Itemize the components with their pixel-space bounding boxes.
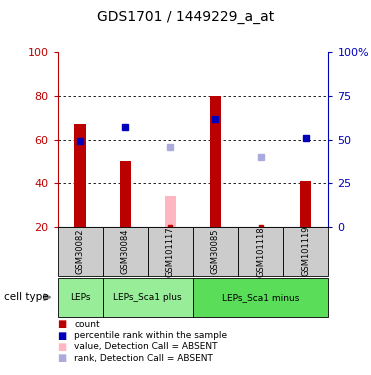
Text: GDS1701 / 1449229_a_at: GDS1701 / 1449229_a_at <box>97 10 274 24</box>
Text: cell type: cell type <box>4 292 48 302</box>
Text: GSM101118: GSM101118 <box>256 226 265 277</box>
Text: count: count <box>74 320 100 329</box>
Text: GSM30085: GSM30085 <box>211 228 220 274</box>
Bar <box>283 227 328 276</box>
Bar <box>238 227 283 276</box>
Text: LEPs: LEPs <box>70 292 90 302</box>
Bar <box>300 181 311 227</box>
Bar <box>103 227 148 276</box>
Text: GSM30084: GSM30084 <box>121 228 130 274</box>
Bar <box>193 278 328 317</box>
Text: LEPs_Sca1 plus: LEPs_Sca1 plus <box>114 292 182 302</box>
Bar <box>75 124 86 227</box>
Bar <box>148 227 193 276</box>
Text: ■: ■ <box>58 320 67 329</box>
Text: GSM101119: GSM101119 <box>301 226 310 276</box>
Bar <box>58 278 103 317</box>
Bar <box>103 278 193 317</box>
Text: GSM30082: GSM30082 <box>76 228 85 274</box>
Bar <box>193 227 238 276</box>
Bar <box>210 96 221 227</box>
Bar <box>58 227 103 276</box>
Text: ■: ■ <box>58 353 67 363</box>
Text: value, Detection Call = ABSENT: value, Detection Call = ABSENT <box>74 342 218 351</box>
Text: percentile rank within the sample: percentile rank within the sample <box>74 331 227 340</box>
Text: GSM101117: GSM101117 <box>166 226 175 277</box>
Bar <box>119 162 131 227</box>
Text: ■: ■ <box>58 331 67 340</box>
Text: LEPs_Sca1 minus: LEPs_Sca1 minus <box>222 292 299 302</box>
Text: ■: ■ <box>58 342 67 352</box>
Text: rank, Detection Call = ABSENT: rank, Detection Call = ABSENT <box>74 354 213 363</box>
Bar <box>165 196 176 227</box>
